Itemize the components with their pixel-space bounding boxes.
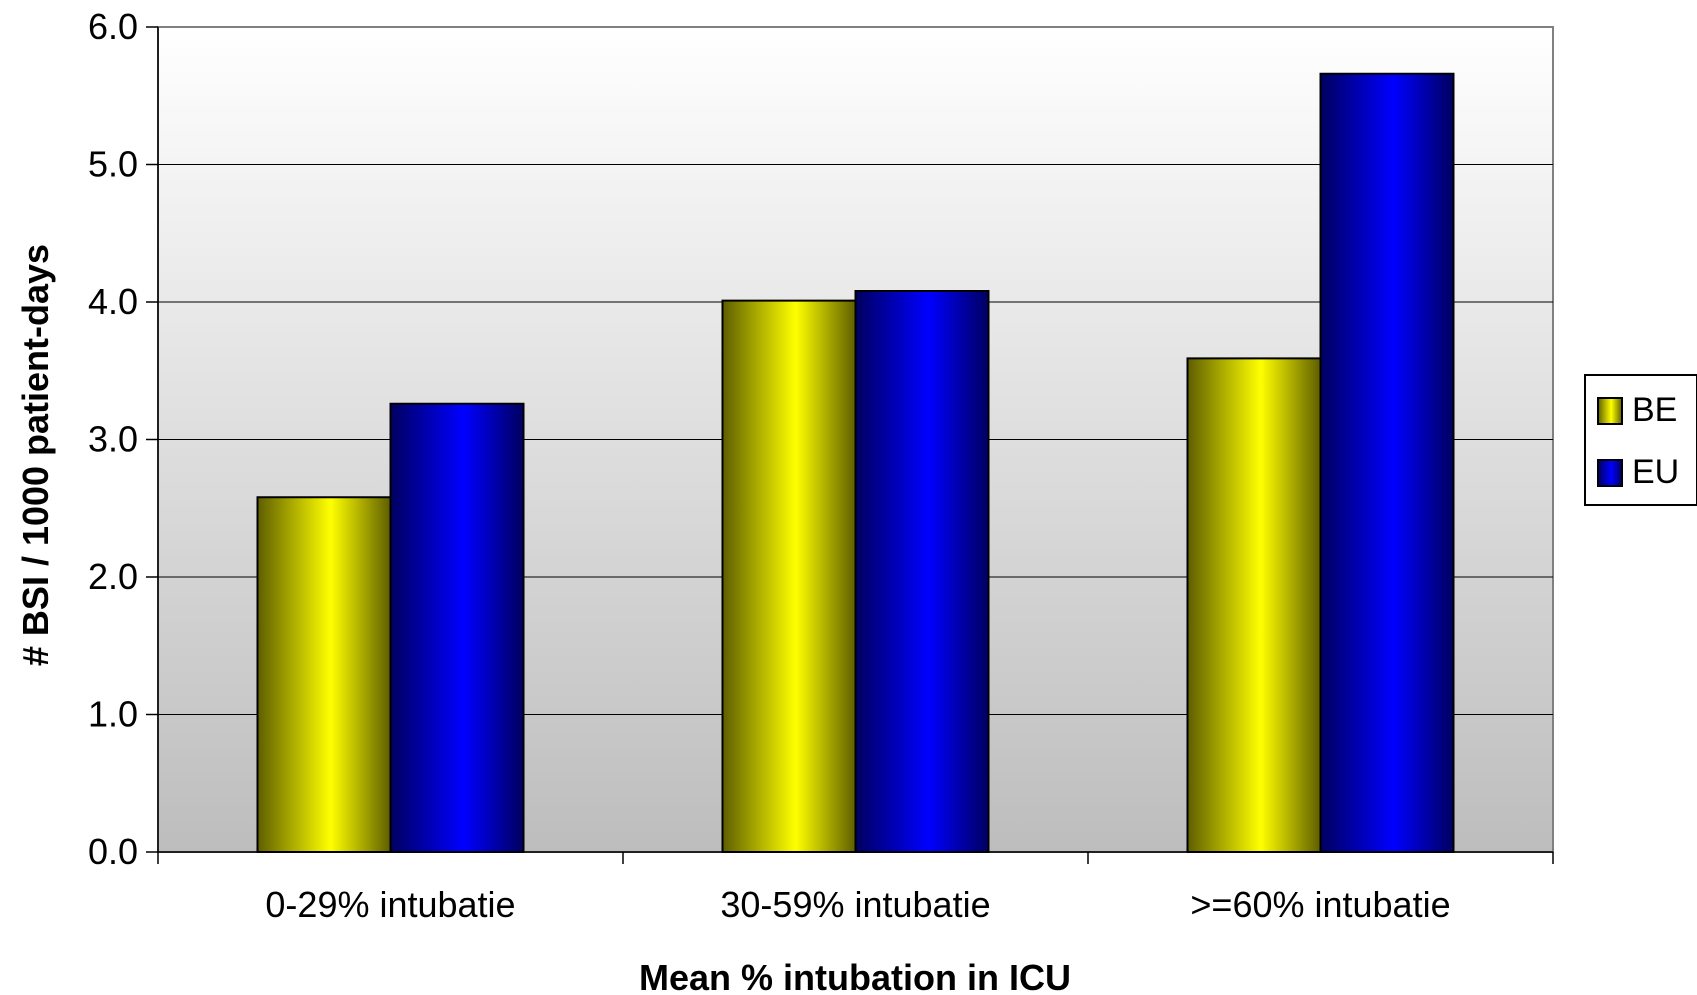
y-axis-title: # BSI / 1000 patient-days [15, 244, 56, 666]
y-tick-label: 3.0 [88, 419, 138, 460]
legend-swatch-eu [1597, 459, 1623, 487]
bar-be-0 [256, 496, 392, 853]
bar-eu-1 [854, 290, 990, 853]
y-tick-label: 0.0 [88, 831, 138, 872]
y-tick-labels: 0.0 1.0 2.0 3.0 4.0 5.0 6.0 [88, 6, 138, 872]
x-tick-label: >=60% intubatie [1190, 884, 1450, 925]
x-tick-label: 0-29% intubatie [265, 884, 515, 925]
bar-eu-2 [1319, 72, 1455, 853]
y-tick-label: 4.0 [88, 281, 138, 322]
y-tick-label: 6.0 [88, 6, 138, 47]
y-tick-label: 1.0 [88, 694, 138, 735]
bar-be-1 [721, 299, 857, 853]
bar-be-2 [1186, 357, 1322, 853]
y-tick-label: 5.0 [88, 144, 138, 185]
x-axis-title: Mean % intubation in ICU [639, 957, 1071, 995]
legend-label-eu: EU [1632, 453, 1679, 491]
bar-eu-0 [389, 402, 525, 853]
x-tick-labels: 0-29% intubatie 30-59% intubatie >=60% int… [265, 884, 1450, 925]
legend-label-be: BE [1632, 391, 1677, 429]
x-tick-label: 30-59% intubatie [720, 884, 990, 925]
y-tick-label: 2.0 [88, 556, 138, 597]
axes [146, 26, 1554, 864]
bars [256, 72, 1455, 853]
legend-swatch-be [1597, 397, 1623, 425]
legend: BE EU [1584, 374, 1697, 506]
